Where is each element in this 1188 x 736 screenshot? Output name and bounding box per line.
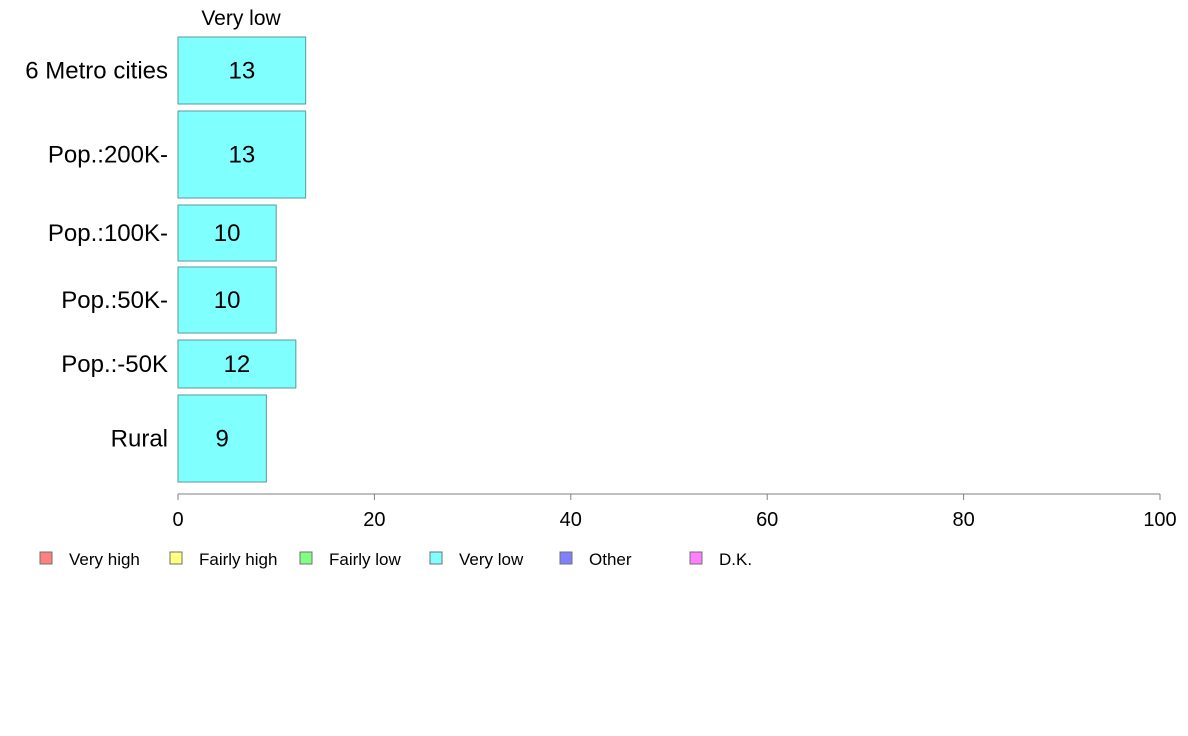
- category-label: Rural: [111, 426, 168, 453]
- x-tick-label: 40: [560, 509, 582, 531]
- legend-label: D.K.: [719, 550, 752, 569]
- bars-group: 13 6 Metro cities 13 Pop.:200K- 10 Pop.:100K-…: [25, 36, 307, 483]
- legend-swatch: [299, 551, 313, 565]
- legend-label: Fairly low: [329, 550, 402, 569]
- x-tick-label: 80: [952, 509, 974, 531]
- bar-value-label: 10: [214, 220, 241, 247]
- legend-label: Other: [589, 550, 632, 569]
- bar: [177, 266, 277, 334]
- bar: [177, 110, 307, 199]
- legend-swatch: [689, 551, 703, 565]
- legend-swatch: [429, 551, 443, 565]
- legend: Very high Fairly high Fairly low Very low Ot…: [39, 550, 752, 569]
- category-label: Pop.:200K-: [48, 142, 168, 169]
- bar-value-label: 12: [224, 351, 251, 378]
- bar-value-label: 10: [214, 287, 241, 314]
- legend-label: Fairly high: [199, 550, 277, 569]
- x-tick-label: 100: [1143, 509, 1176, 531]
- bar-value-label: 9: [216, 426, 229, 453]
- bar-value-label: 13: [228, 142, 255, 169]
- legend-label: Very low: [459, 550, 524, 569]
- x-axis: 0 20 40 60 80 100: [172, 493, 1177, 531]
- x-tick-label: 20: [363, 509, 385, 531]
- category-label: 6 Metro cities: [25, 58, 168, 85]
- bar: [177, 394, 267, 483]
- column-header: Very low: [201, 7, 281, 30]
- bar: [177, 339, 297, 389]
- legend-swatch: [39, 551, 53, 565]
- bar: [177, 204, 277, 262]
- category-label: Pop.:100K-: [48, 220, 168, 247]
- legend-label: Very high: [69, 550, 140, 569]
- x-tick-label: 60: [756, 509, 778, 531]
- legend-swatch: [169, 551, 183, 565]
- category-label: Pop.:-50K: [61, 351, 168, 378]
- bar-value-label: 13: [228, 58, 255, 85]
- legend-swatch: [559, 551, 573, 565]
- x-tick-label: 0: [172, 509, 183, 531]
- category-label: Pop.:50K-: [61, 287, 168, 314]
- bar: [177, 36, 307, 105]
